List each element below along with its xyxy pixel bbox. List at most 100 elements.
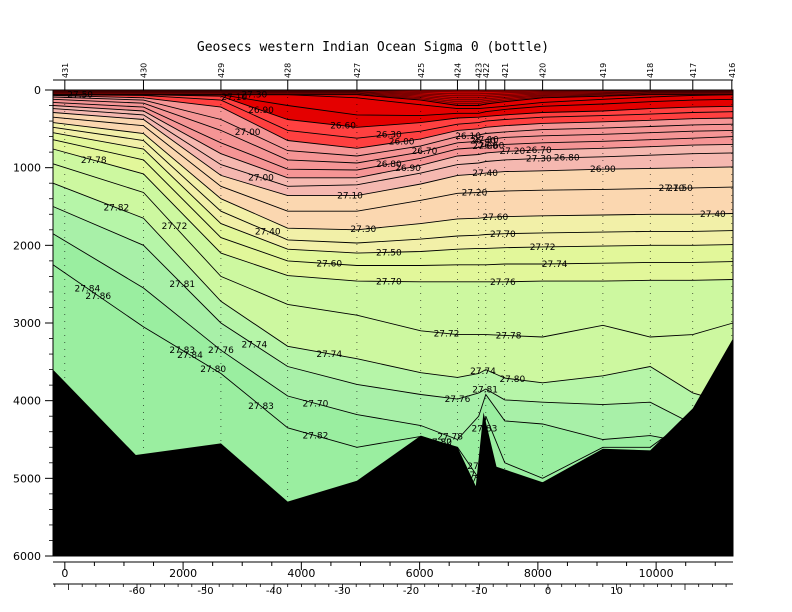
lat-tick-label: -60	[129, 586, 145, 597]
contour-27.10	[52, 98, 734, 164]
contour-label-text: 27.30	[350, 225, 376, 235]
contour-label-text: 27.20	[499, 147, 525, 157]
contour-27.82	[52, 206, 734, 425]
band-4	[53, 105, 733, 196]
y-tick-label: 6000	[13, 550, 41, 563]
contour-label: 27.80	[499, 375, 525, 385]
y-tick-label: 5000	[13, 472, 41, 485]
contour-label-text: 27.81	[467, 462, 493, 472]
contour-label: 27.76	[490, 278, 516, 288]
contour-label: 26.70	[526, 146, 552, 156]
x-tick-label: 6000	[406, 567, 434, 580]
band-3	[53, 95, 733, 178]
contour-label: 27.81	[472, 385, 498, 395]
lat-tick-label: -20	[403, 586, 419, 597]
contour-label: 26.90	[590, 165, 616, 175]
contour-label: 27.50	[67, 91, 93, 101]
station-label: 429	[217, 63, 226, 78]
contour-label-text: 27.83	[472, 425, 498, 435]
contour-label: 27.60	[316, 260, 342, 270]
x-tick-label: 0	[61, 567, 68, 580]
contour-label: 27.74	[316, 350, 342, 360]
contour-label: 27.74	[241, 341, 267, 351]
contour-label-text: 27.50	[67, 91, 93, 101]
lat-tick-label: -50	[197, 586, 213, 597]
station-label: 418	[646, 63, 655, 78]
contour-label: 27.78	[437, 433, 463, 443]
contour-label-text: 27.40	[472, 169, 498, 179]
station-label: 430	[139, 63, 148, 78]
contour-label: 27.86	[85, 292, 111, 302]
contour-label: 27.78	[496, 332, 522, 342]
contour-label: 27.72	[162, 222, 188, 232]
contour-label: 27.74	[542, 260, 568, 270]
contour-label: 27.00	[235, 128, 261, 138]
contour-label-text: 27.10	[659, 184, 685, 194]
y-tick-label: 0	[34, 84, 41, 97]
contour-label-text: 27.83	[169, 346, 195, 356]
x-tick-label: 8000	[524, 567, 552, 580]
contour-label-text: 27.81	[169, 280, 195, 290]
contour-label: 26.60	[479, 141, 505, 151]
contour-label-text: 27.86	[85, 292, 111, 302]
contour-label-text: 27.72	[162, 222, 188, 232]
contour-label-text: 27.10	[221, 93, 247, 103]
contour-26.80	[52, 94, 734, 139]
contour-label-text: 27.83	[464, 471, 490, 481]
band-6	[53, 122, 733, 254]
contour-label-text: 26.60	[330, 122, 356, 132]
contour-label: 26.30	[376, 131, 402, 141]
contour-label: 27.83	[466, 474, 492, 484]
surface-line	[53, 93, 733, 104]
contour-label-text: 27.78	[81, 156, 107, 166]
surface-line	[53, 90, 733, 93]
band-5	[53, 112, 733, 230]
surface-line	[53, 90, 733, 95]
contour-label: 27.20	[499, 147, 525, 157]
y-tick-label: 3000	[13, 317, 41, 330]
station-label: 417	[689, 63, 698, 78]
contour-label-text: 27.74	[470, 367, 496, 377]
contour-label: 26.40	[470, 136, 496, 146]
contour-label-text: 27.70	[376, 277, 402, 287]
y-tick-label: 1000	[13, 162, 41, 175]
contour-label: 27.76	[208, 346, 234, 356]
axes: 0 1000 2000 3000 4000 5000 6000 0 2000 4000 6000 80…	[13, 79, 734, 597]
lat-tick-label: 0	[545, 586, 551, 597]
contour-26.70	[53, 94, 734, 128]
contour-label: 27.40	[472, 169, 498, 179]
station-label: 421	[501, 63, 510, 78]
contour-label: 27.83	[248, 402, 274, 412]
contour-27.50	[52, 112, 734, 197]
contour-label: 27.83	[169, 346, 195, 356]
contour-label: 27.74	[470, 367, 496, 377]
lat-tick-label: 10	[610, 586, 623, 597]
contour-27.30	[52, 105, 734, 179]
station-label: 419	[599, 63, 608, 78]
contour-label-text: 27.50	[376, 248, 402, 258]
contour-label-text: 26.70	[526, 146, 552, 156]
contour-label: 27.10	[221, 93, 247, 103]
contour-label: 26.70	[412, 147, 438, 157]
surface-line	[53, 91, 733, 97]
contour-label: 27.83	[464, 471, 490, 481]
contour-label-text: 26.10	[455, 132, 481, 142]
contour-label: 27.72	[530, 243, 556, 253]
contour-label-text: 27.84	[74, 284, 100, 294]
contour-label-text: 26.40	[470, 136, 496, 146]
contour-label-text: 26.00	[389, 138, 415, 148]
contour-label-text: 26.80	[376, 160, 402, 170]
contour-label-text: 27.82	[103, 204, 129, 214]
contour-label: 27.10	[659, 184, 685, 194]
contour-label-text: 27.80	[200, 365, 226, 375]
contour-label-text: 27.76	[490, 278, 516, 288]
contour-label: 27.80	[200, 365, 226, 375]
contour-26.60	[53, 94, 734, 117]
contour-label: 27.50	[376, 248, 402, 258]
contour-label-text: 27.40	[255, 227, 281, 237]
contour-27.60	[52, 116, 734, 212]
contour-label-text: 27.60	[482, 213, 508, 223]
contour-label-text: 27.10	[337, 192, 363, 202]
contour-label: 27.81	[467, 462, 493, 472]
